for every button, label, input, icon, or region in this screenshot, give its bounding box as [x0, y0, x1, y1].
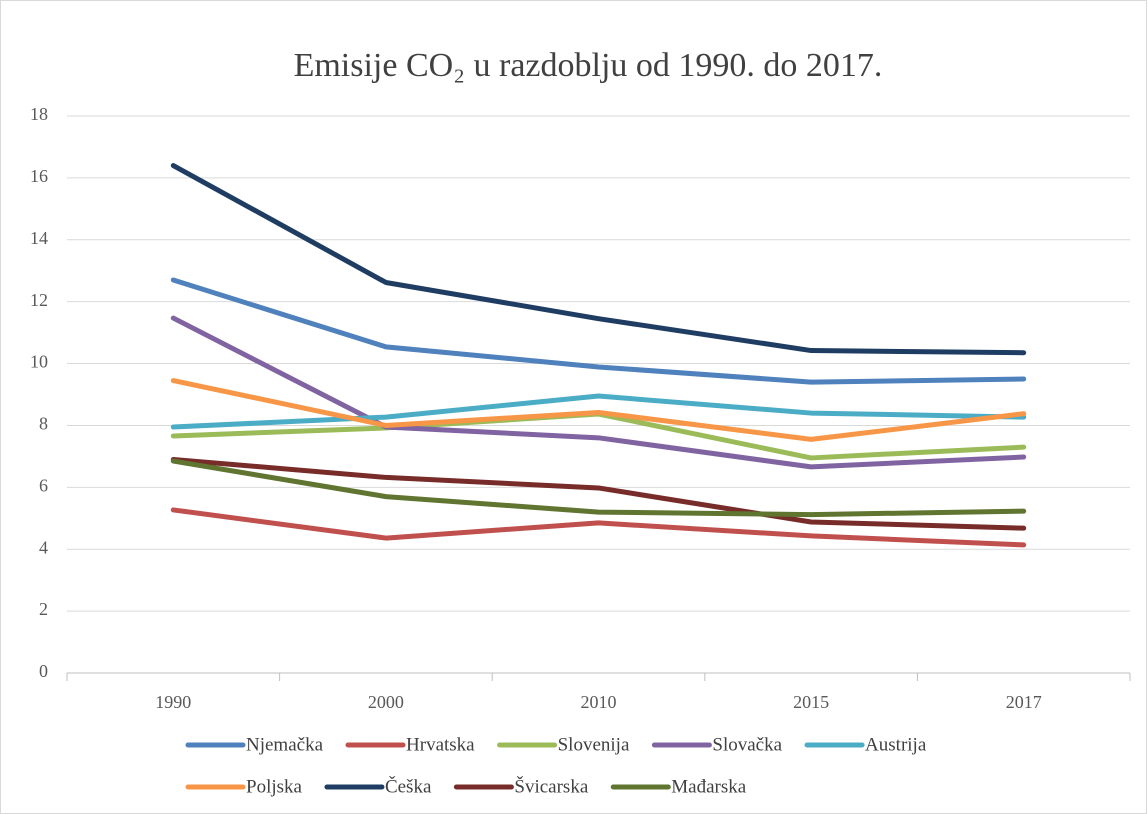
series-line: [170, 378, 1027, 442]
x-tick-label: 2010: [581, 692, 617, 712]
legend-label: Mađarska: [671, 776, 746, 797]
y-tick-label: 0: [39, 661, 48, 681]
y-tick-label: 14: [30, 228, 48, 248]
legend: Njemačka Hrvatska Slovenija Slovačka Austrij…: [185, 734, 927, 797]
series-line: [170, 393, 1027, 430]
y-tick-label: 2: [39, 599, 48, 619]
legend-item: Hrvatska: [345, 734, 475, 755]
legend-item: Češka: [324, 775, 432, 797]
series-line: [170, 163, 1027, 356]
y-tick-label: 10: [30, 352, 48, 372]
x-tick-label: 1990: [155, 692, 191, 712]
legend-label: Slovenija: [558, 734, 630, 755]
y-tick-label: 6: [39, 475, 48, 495]
series-line: [170, 507, 1027, 548]
legend-item: Švicarska: [453, 775, 589, 797]
series-line: [170, 277, 1027, 385]
series-line: [170, 458, 1027, 518]
legend-label: Njemačka: [246, 734, 324, 755]
y-tick-label: 18: [30, 104, 48, 124]
x-tick-label: 2017: [1006, 692, 1042, 712]
legend-item: Slovačka: [651, 734, 783, 755]
x-tick-label: 2000: [368, 692, 404, 712]
legend-label: Poljska: [246, 776, 303, 797]
legend-label: Austrija: [865, 734, 927, 755]
y-tick-label: 4: [39, 537, 48, 557]
y-tick-label: 8: [39, 414, 48, 434]
legend-label: Hrvatska: [406, 734, 475, 755]
legend-item: Poljska: [185, 776, 303, 797]
legend-item: Austrija: [804, 734, 927, 755]
legend-item: Njemačka: [185, 734, 324, 755]
x-tick-label: 2015: [793, 692, 829, 712]
y-tick-label: 12: [30, 290, 48, 310]
chart-title: Emisije CO₂ u razdoblju od 1990. do 2017…: [294, 47, 883, 84]
y-tick-label: 16: [30, 166, 48, 186]
legend-label: Švicarska: [514, 775, 588, 797]
series-line: [170, 456, 1027, 531]
series-line: [170, 315, 1027, 470]
legend-label: Slovačka: [712, 734, 782, 755]
legend-label: Češka: [385, 775, 432, 797]
legend-item: Mađarska: [610, 776, 747, 797]
legend-item: Slovenija: [497, 734, 630, 755]
